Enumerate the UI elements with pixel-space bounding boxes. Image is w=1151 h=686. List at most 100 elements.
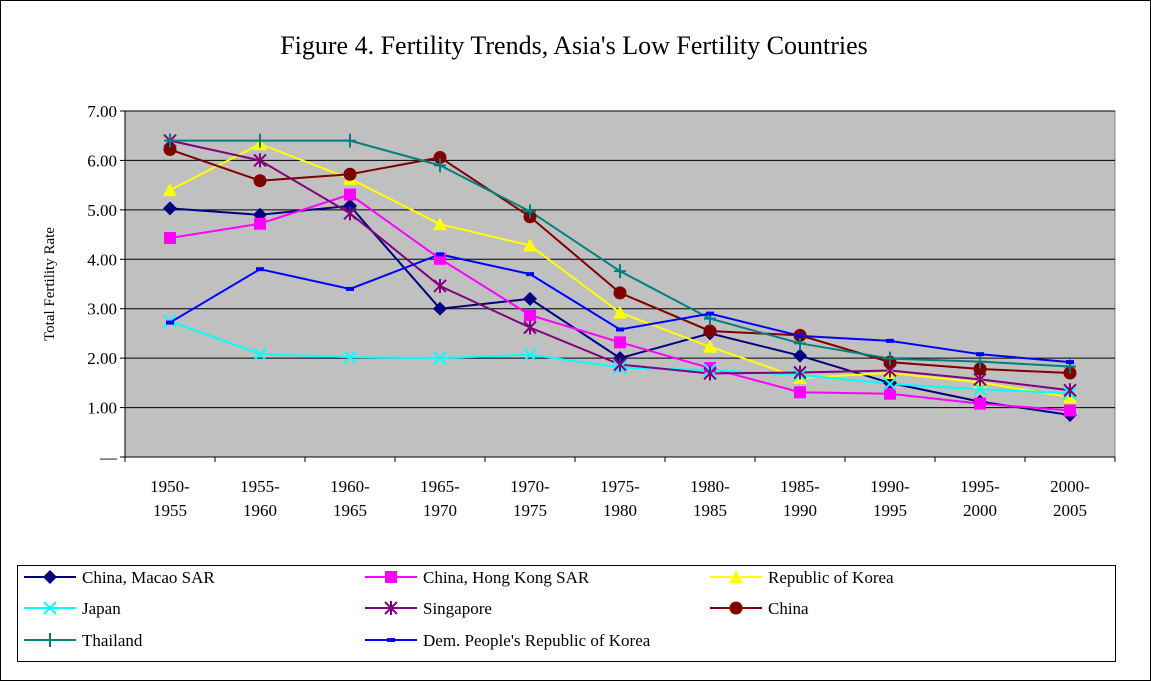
marker	[973, 362, 987, 376]
marker	[253, 347, 267, 361]
marker	[613, 305, 627, 319]
marker	[164, 133, 176, 148]
marker-shape	[433, 150, 447, 164]
marker-shape	[974, 397, 986, 410]
marker	[523, 320, 537, 335]
marker-shape	[703, 339, 717, 353]
marker-shape	[343, 167, 357, 181]
marker	[883, 377, 897, 391]
marker-shape	[1066, 360, 1074, 365]
x-tick-label: 1965-1970	[420, 477, 460, 520]
marker-shape	[343, 350, 357, 364]
marker	[434, 158, 446, 173]
marker	[974, 354, 986, 369]
marker	[523, 291, 537, 306]
marker	[433, 217, 447, 231]
marker	[793, 365, 807, 380]
marker	[166, 320, 174, 325]
legend-label: Dem. People's Republic of Korea	[423, 631, 651, 650]
marker	[1063, 383, 1077, 398]
marker	[344, 133, 356, 148]
marker	[433, 301, 447, 316]
marker	[523, 347, 537, 362]
y-tick-label: 5.00	[87, 201, 117, 220]
marker	[974, 397, 986, 410]
marker	[703, 366, 717, 381]
marker-shape	[433, 217, 447, 231]
marker	[523, 238, 537, 252]
marker-shape	[974, 354, 986, 369]
marker-shape	[794, 336, 806, 351]
x-tick-label: 1975-1980	[600, 477, 640, 520]
marker	[346, 286, 354, 291]
marker-shape	[253, 174, 267, 188]
marker	[254, 133, 266, 148]
marker-shape	[523, 291, 537, 306]
marker	[729, 570, 743, 583]
marker	[976, 352, 984, 357]
marker-shape	[433, 351, 447, 365]
legend-label: China, Macao SAR	[82, 568, 215, 587]
marker	[703, 339, 717, 353]
marker	[613, 357, 627, 372]
marker-shape	[883, 377, 897, 391]
marker-shape	[433, 278, 447, 293]
marker	[524, 309, 536, 322]
y-tick-label: 7.00	[87, 102, 117, 121]
marker-shape	[253, 153, 267, 168]
marker	[433, 351, 447, 365]
marker	[524, 204, 536, 219]
y-axis-label: Total Fertility Rate	[42, 227, 58, 341]
x-tick-label: 1960-1965	[330, 477, 370, 520]
marker	[343, 206, 357, 221]
marker	[526, 272, 534, 277]
y-tick-label: —	[99, 448, 118, 467]
marker-shape	[434, 158, 446, 173]
y-tick-label: 2.00	[87, 349, 117, 368]
marker-shape	[524, 204, 536, 219]
marker-shape	[703, 324, 717, 338]
marker	[796, 333, 804, 338]
marker-shape	[433, 301, 447, 316]
marker	[884, 351, 896, 366]
marker	[729, 601, 743, 615]
marker	[44, 633, 56, 647]
marker-shape	[729, 570, 743, 583]
marker-shape	[164, 133, 176, 148]
marker	[884, 387, 896, 400]
marker-shape	[254, 217, 266, 230]
x-tick-label: 1990-1995	[870, 477, 910, 520]
legend-label: Thailand	[82, 631, 143, 650]
marker	[1064, 404, 1076, 417]
marker-shape	[613, 286, 627, 300]
y-tick-label: 1.00	[87, 399, 117, 418]
marker-shape	[794, 386, 806, 399]
marker-shape	[793, 348, 807, 363]
marker	[436, 252, 444, 257]
marker-shape	[523, 238, 537, 252]
legend-box	[17, 565, 1116, 662]
legend-label: Singapore	[423, 599, 492, 618]
marker	[253, 153, 267, 168]
marker-shape	[44, 633, 56, 647]
marker-shape	[616, 327, 624, 332]
marker-shape	[793, 365, 807, 380]
marker	[385, 571, 397, 583]
marker	[433, 150, 447, 164]
legend-label: Japan	[82, 599, 121, 618]
marker	[256, 267, 264, 272]
marker-shape	[613, 357, 627, 372]
marker-shape	[344, 133, 356, 148]
chart-title: Figure 4. Fertility Trends, Asia's Low F…	[280, 31, 868, 60]
marker	[706, 311, 714, 316]
marker	[343, 350, 357, 364]
x-tick-label: 2000-2005	[1050, 477, 1090, 520]
marker-shape	[385, 571, 397, 583]
marker-shape	[1064, 404, 1076, 417]
legend-label: China, Hong Kong SAR	[423, 568, 590, 587]
marker-shape	[796, 333, 804, 338]
marker	[703, 324, 717, 338]
marker	[973, 382, 987, 396]
marker	[253, 174, 267, 188]
